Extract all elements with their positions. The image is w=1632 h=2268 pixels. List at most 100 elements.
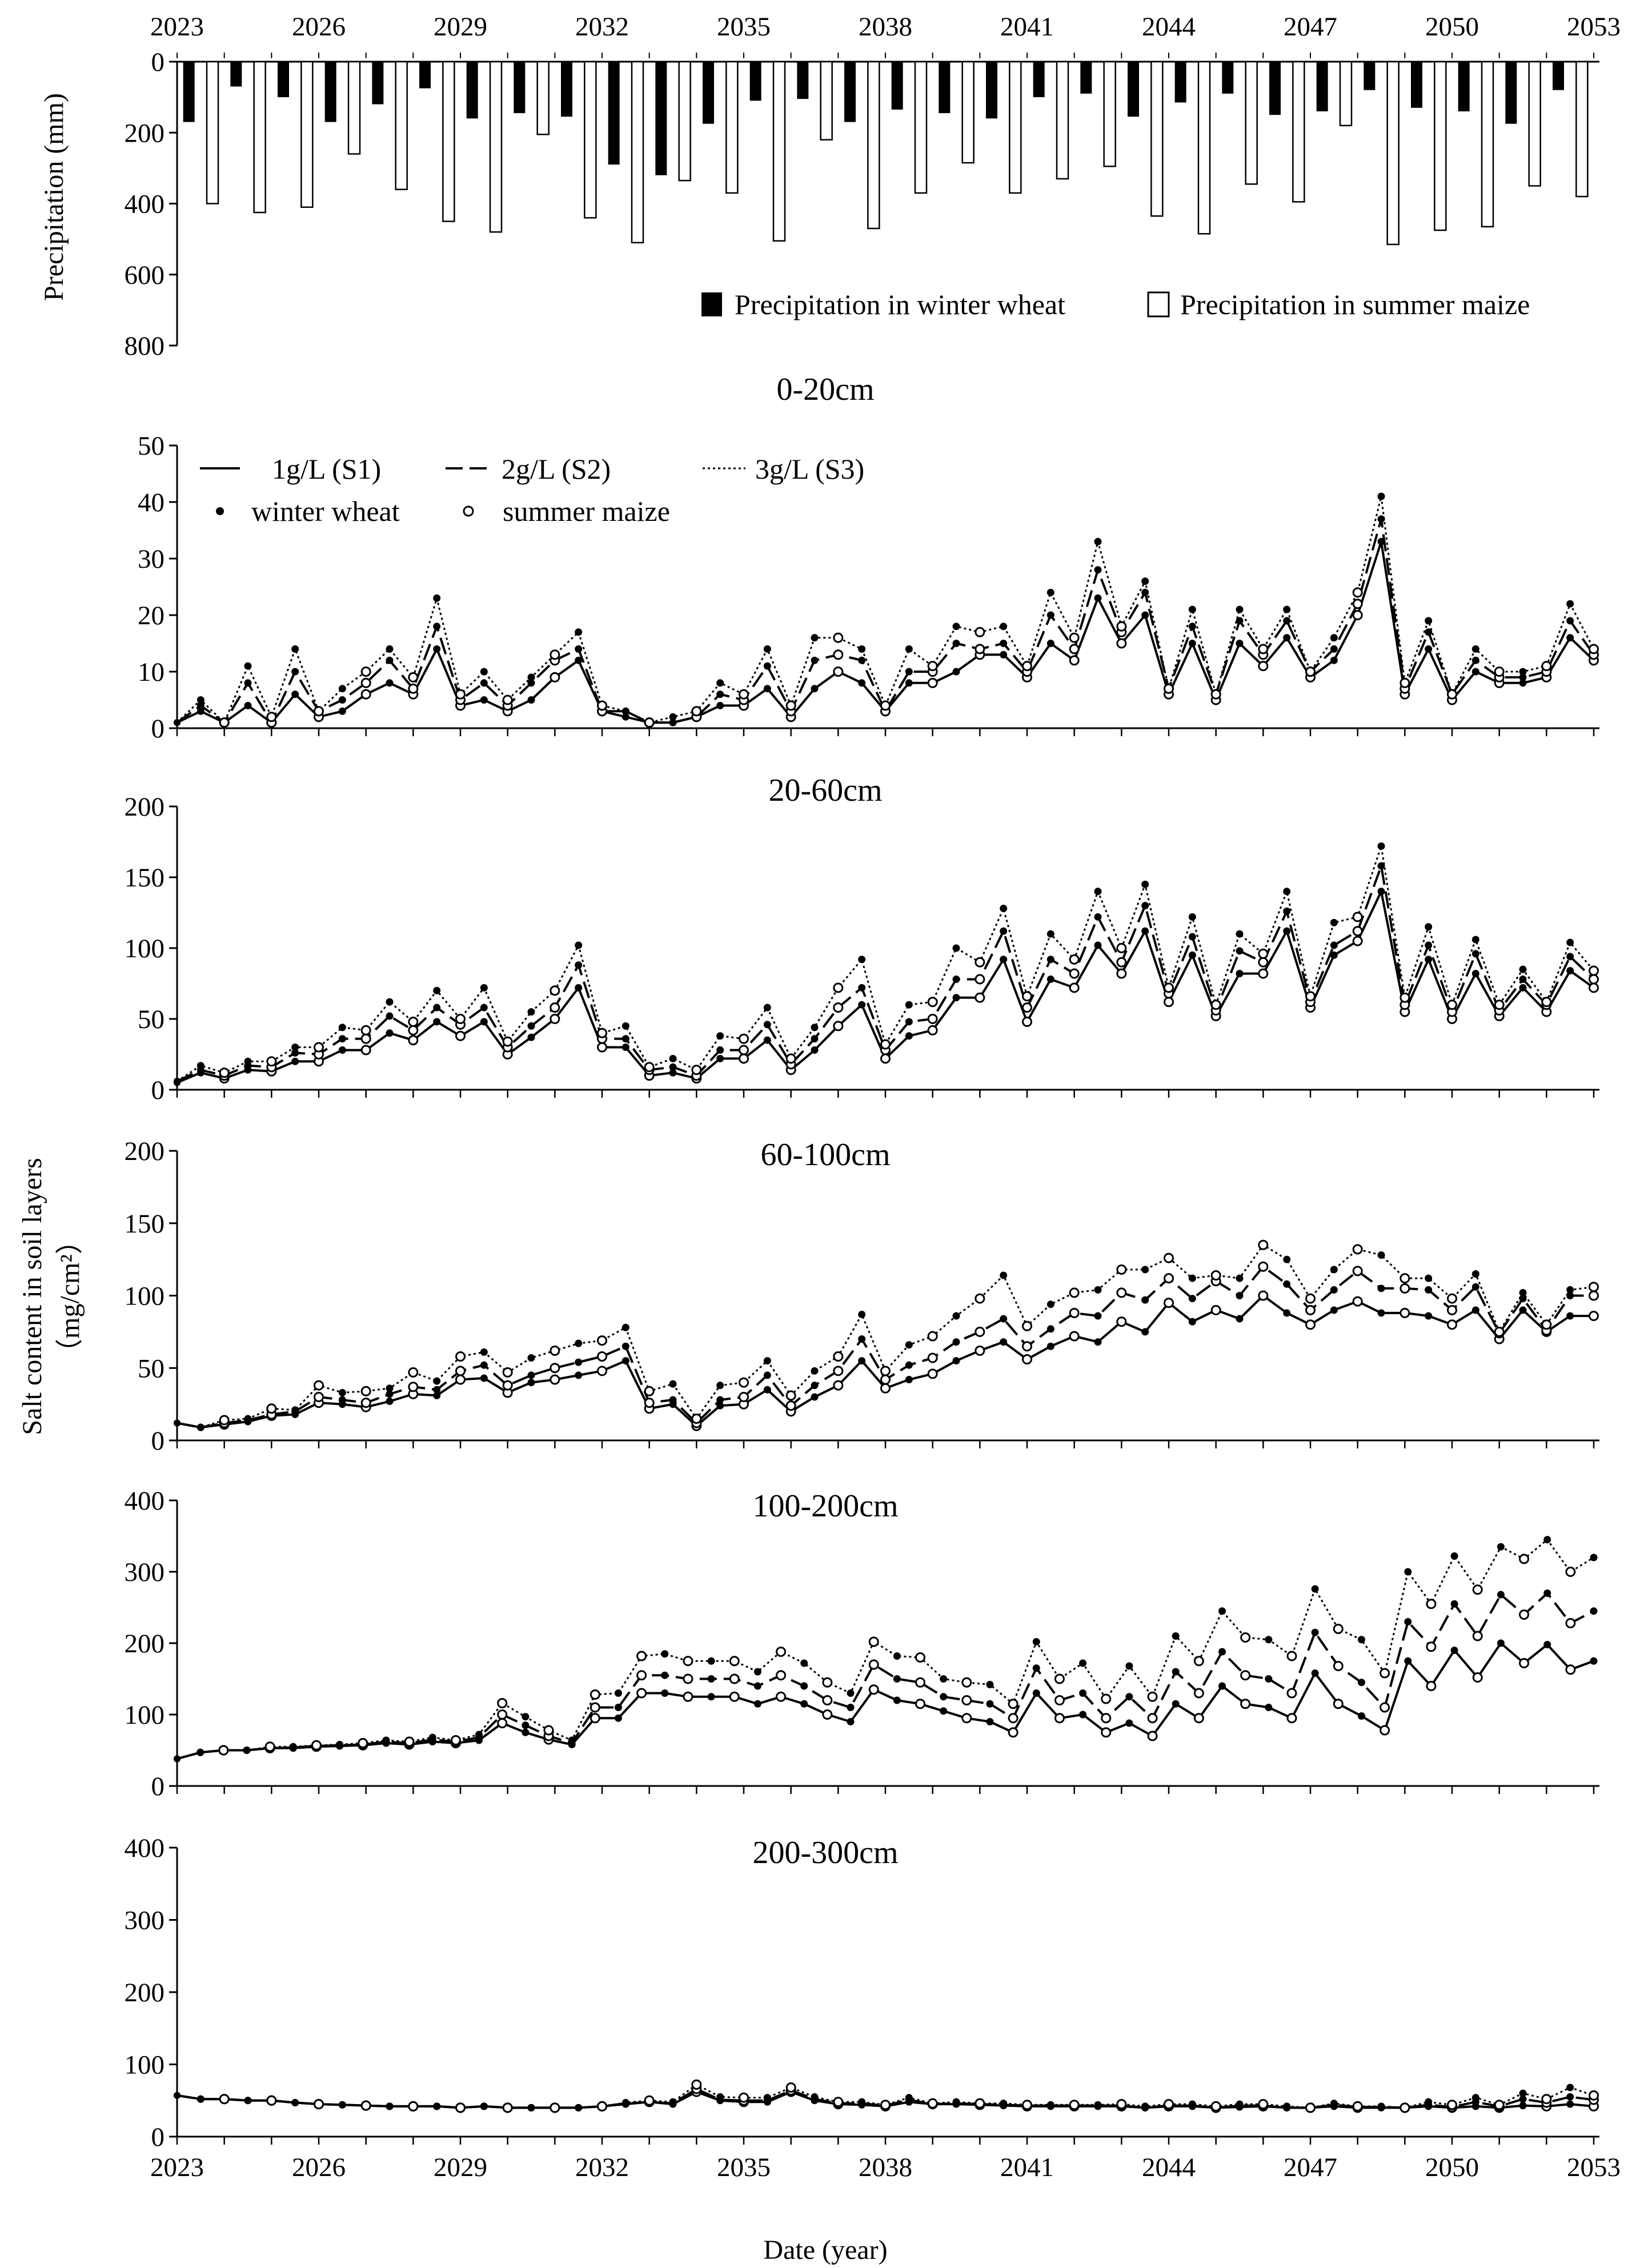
wheat-marker-s1 bbox=[1236, 640, 1244, 647]
top-year-label: 2053 bbox=[1567, 12, 1621, 42]
wheat-precip-bar bbox=[1080, 62, 1092, 94]
maize-marker-s3 bbox=[1210, 689, 1221, 700]
maize-marker-s3 bbox=[1541, 661, 1552, 672]
wheat-marker-s2 bbox=[763, 662, 771, 670]
wheat-marker-s3 bbox=[433, 2102, 441, 2110]
maize-marker-s2 bbox=[360, 1398, 371, 1408]
wheat-marker-s3 bbox=[386, 2102, 394, 2110]
maize-marker-s3 bbox=[1069, 954, 1080, 965]
wheat-marker-s3 bbox=[291, 1043, 299, 1051]
wheat-marker-s3 bbox=[480, 2102, 488, 2110]
wheat-marker-s1 bbox=[386, 679, 394, 687]
panel-y-tick-label: 0 bbox=[151, 714, 165, 744]
maize-marker-s3 bbox=[455, 1351, 466, 1362]
wheat-marker-s2 bbox=[1094, 1312, 1102, 1320]
maize-marker-s3 bbox=[266, 2095, 277, 2106]
wheat-marker-s3 bbox=[527, 673, 535, 681]
wheat-marker-s3 bbox=[1125, 1662, 1133, 1670]
maize-marker-s2 bbox=[1352, 599, 1363, 609]
wheat-marker-s1 bbox=[858, 679, 866, 687]
maize-marker-s2 bbox=[833, 1002, 844, 1013]
maize-precip-bar bbox=[300, 61, 314, 208]
panel-y-tick-label: 40 bbox=[138, 488, 165, 517]
wheat-marker-s3 bbox=[197, 2095, 204, 2103]
wheat-marker-s2 bbox=[386, 1390, 394, 1398]
maize-marker-s3 bbox=[1447, 999, 1457, 1010]
maize-marker-s1 bbox=[1008, 1727, 1019, 1738]
maize-marker-s3 bbox=[502, 1036, 513, 1047]
panel-y-tick-label: 300 bbox=[125, 1558, 165, 1587]
legend-maize-swatch bbox=[1147, 291, 1170, 318]
wheat-marker-s2 bbox=[1094, 566, 1102, 574]
panel-y-tick-label: 0 bbox=[151, 1426, 165, 1456]
maize-marker-s1 bbox=[1240, 1699, 1251, 1709]
wheat-precip-bar bbox=[278, 62, 289, 98]
wheat-marker-s3 bbox=[1497, 1543, 1505, 1551]
wheat-marker-s1 bbox=[1141, 927, 1149, 935]
maize-marker-s1 bbox=[1426, 1681, 1437, 1691]
maize-marker-s1 bbox=[1305, 1319, 1316, 1330]
wheat-marker-s3 bbox=[1000, 905, 1008, 913]
wheat-precip-bar bbox=[1174, 62, 1186, 103]
wheat-marker-s1 bbox=[1094, 941, 1102, 949]
wheat-marker-s3 bbox=[1236, 1274, 1244, 1282]
wheat-precip-bar bbox=[891, 62, 903, 110]
wheat-marker-s3 bbox=[244, 2097, 252, 2105]
panel-title: 0-20cm bbox=[776, 372, 874, 407]
wheat-precip-bar bbox=[1411, 62, 1422, 108]
wheat-marker-s1 bbox=[527, 696, 535, 704]
maize-marker-s3 bbox=[1116, 943, 1127, 953]
wheat-marker-s3 bbox=[614, 1689, 622, 1697]
wheat-marker-s3 bbox=[1188, 913, 1196, 921]
top-year-label: 2041 bbox=[1000, 12, 1054, 42]
wheat-marker-s2 bbox=[1032, 1664, 1040, 1672]
panel-y-tick-label: 20 bbox=[138, 601, 165, 631]
bottom-year-axis-labels: 2023 2026 2029 2032 2035 2038 2041 2044 2047 2050… bbox=[150, 2153, 1621, 2182]
maize-marker-s1 bbox=[1101, 1727, 1112, 1738]
wheat-marker-s3 bbox=[893, 1652, 901, 1660]
wheat-marker-s3 bbox=[800, 1659, 808, 1667]
panel-y-tick-label: 50 bbox=[138, 431, 165, 461]
wheat-marker-s2 bbox=[575, 1358, 583, 1366]
maize-marker-s3 bbox=[833, 982, 844, 993]
wheat-marker-s3 bbox=[1425, 923, 1433, 931]
panel-y-tick-label: 200 bbox=[125, 792, 165, 822]
bottom-year-label: 2053 bbox=[1567, 2153, 1621, 2182]
wheat-precip-bar bbox=[797, 62, 809, 99]
maize-marker-s3 bbox=[408, 672, 419, 683]
wheat-marker-s2 bbox=[716, 1396, 724, 1404]
wheat-marker-s1 bbox=[952, 994, 960, 1002]
panel-y-tick-label: 200 bbox=[125, 1978, 165, 2008]
maize-marker-s3 bbox=[1333, 1624, 1344, 1634]
precipitation-ylabel: Precipitation (mm) bbox=[39, 93, 69, 301]
series-line-s3 bbox=[176, 495, 1595, 724]
wheat-marker-s2 bbox=[1404, 1618, 1412, 1625]
wheat-marker-s2 bbox=[1236, 947, 1244, 955]
wheat-marker-s1 bbox=[763, 1036, 771, 1044]
wheat-precip-bar bbox=[372, 62, 384, 105]
wheat-marker-s2 bbox=[893, 1675, 901, 1683]
wheat-marker-s2 bbox=[614, 1704, 622, 1711]
wheat-marker-s1 bbox=[1283, 634, 1291, 642]
maize-marker-s3 bbox=[975, 1293, 985, 1304]
wheat-marker-s2 bbox=[1046, 956, 1054, 964]
wheat-marker-s1 bbox=[716, 1054, 724, 1062]
maize-marker-s3 bbox=[1494, 999, 1505, 1010]
maize-marker-s3 bbox=[590, 1689, 600, 1700]
maize-marker-s3 bbox=[1193, 1656, 1204, 1667]
wheat-marker-s3 bbox=[291, 2099, 299, 2107]
wheat-marker-s3 bbox=[1046, 2101, 1054, 2109]
maize-marker-s1 bbox=[597, 1366, 607, 1376]
maize-marker-s2 bbox=[1101, 1713, 1112, 1724]
maize-marker-s3 bbox=[1519, 1554, 1530, 1564]
top-year-label: 2032 bbox=[575, 12, 629, 42]
maize-marker-s3 bbox=[1447, 2100, 1457, 2110]
bottom-year-label: 2029 bbox=[434, 2153, 487, 2182]
wheat-marker-s3 bbox=[952, 623, 960, 631]
maize-marker-s3 bbox=[1069, 1287, 1080, 1298]
maize-marker-s2 bbox=[1008, 1713, 1019, 1724]
maize-marker-s3 bbox=[927, 661, 938, 672]
wheat-marker-s2 bbox=[858, 984, 866, 992]
wheat-marker-s3 bbox=[338, 2101, 346, 2109]
maize-marker-s1 bbox=[776, 1691, 787, 1702]
